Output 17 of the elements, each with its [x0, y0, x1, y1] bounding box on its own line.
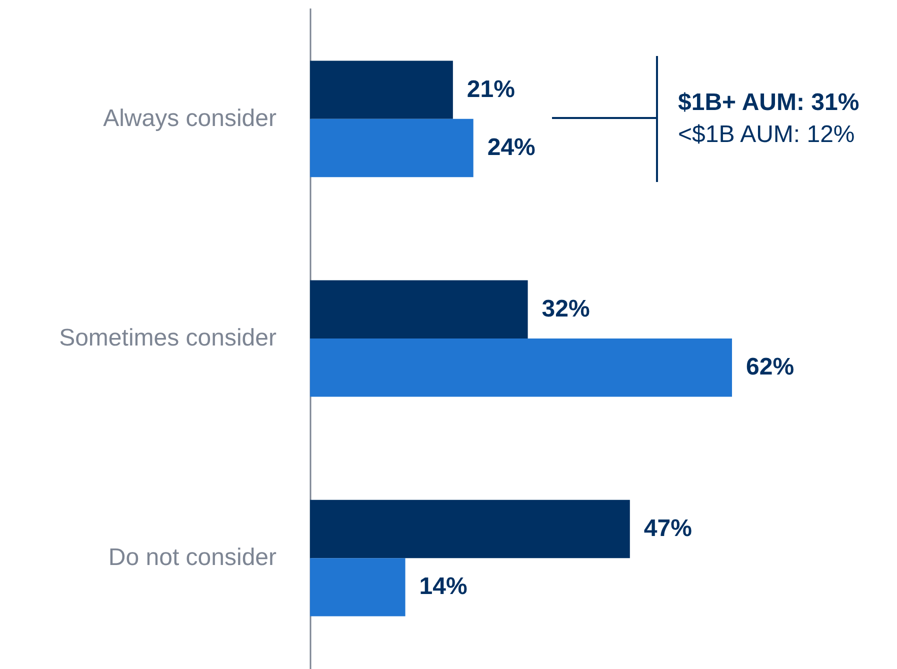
annotation: $1B+ AUM: 31%: [678, 89, 860, 116]
bar: [310, 558, 406, 616]
bar: [310, 60, 453, 119]
data-label: 32%: [542, 295, 590, 322]
bar: [310, 280, 528, 338]
annotation: <$1B AUM: 12%: [678, 121, 855, 148]
data-label: 24%: [487, 134, 536, 161]
data-label: 62%: [746, 354, 794, 381]
data-label: 47%: [644, 515, 692, 542]
bar: [310, 338, 732, 397]
y-tick-label: Do not consider: [108, 544, 277, 572]
bar: [310, 500, 630, 558]
data-label: 21%: [466, 76, 515, 103]
data-label: 14%: [419, 573, 468, 600]
bar: [310, 118, 474, 178]
y-tick-label: Always consider: [103, 104, 277, 132]
y-tick-label: Sometimes consider: [59, 324, 277, 352]
